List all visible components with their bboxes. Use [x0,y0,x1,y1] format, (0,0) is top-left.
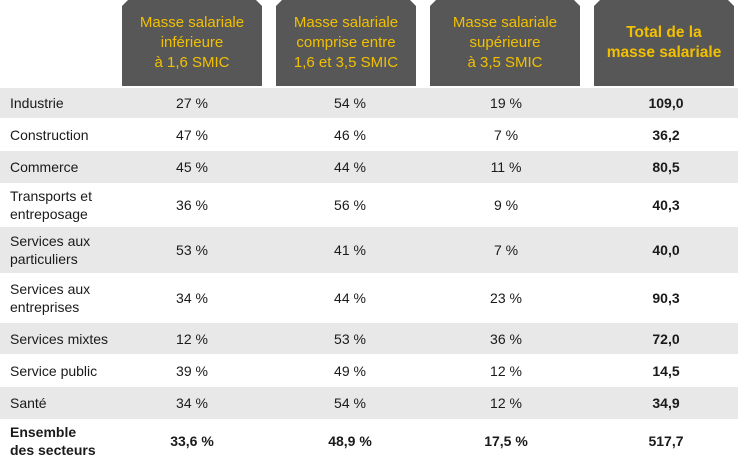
row-label: Industrie [10,95,64,111]
row-label: Ensemble des secteurs [10,424,96,456]
table-row-services-particuliers: Services aux particuliers 53 % 41 % 7 % … [0,227,738,273]
cell-above-3-5: 36 % [490,330,522,347]
cell-below-1-6: 12 % [176,330,208,347]
header-below-1-6-smic: Masse salariale inférieure à 1,6 SMIC [122,0,262,86]
cell-total: 14,5 [652,362,680,379]
table-row-commerce: Commerce 45 % 44 % 11 % 80,5 [0,151,738,183]
row-label: Santé [10,395,47,411]
header-total: Total de la masse salariale [594,0,734,86]
cell-total: 34,9 [652,395,680,411]
cell-above-3-5: 12 % [490,395,522,411]
table-row-service-public: Service public 39 % 49 % 12 % 14,5 [0,354,738,387]
cell-1-6-3-5: 48,9 % [328,433,372,449]
header-above-3-5-smic: Masse salariale supérieure à 3,5 SMIC [430,0,580,86]
cell-1-6-3-5: 46 % [334,126,366,143]
header-label: Masse salariale inférieure à 1,6 SMIC [139,14,245,71]
row-label: Services mixtes [10,330,109,347]
cell-1-6-3-5: 53 % [334,330,366,347]
table-row-transports: Transports et entreposage 36 % 56 % 9 % … [0,183,738,227]
cell-below-1-6: 45 % [176,159,208,175]
cell-above-3-5: 9 % [493,197,519,213]
cell-below-1-6: 39 % [176,362,208,379]
row-label: Services aux particuliers [10,233,91,267]
cell-below-1-6: 33,6 % [170,433,214,449]
row-label: Transports et entreposage [10,188,92,222]
cell-above-3-5: 11 % [490,159,522,175]
cell-total: 109,0 [648,95,684,111]
cell-total: 40,0 [652,242,680,258]
cell-below-1-6: 36 % [176,197,208,213]
row-label: Commerce [10,159,79,175]
cell-total: 40,3 [652,197,680,213]
header-label: Masse salariale comprise entre 1,6 et 3,… [293,14,399,71]
cell-1-6-3-5: 54 % [334,395,366,411]
cell-above-3-5: 17,5 % [484,433,528,449]
row-label: Construction [10,126,89,143]
cell-above-3-5: 19 % [490,95,522,111]
cell-1-6-3-5: 44 % [334,290,366,306]
header-1-6-to-3-5-smic: Masse salariale comprise entre 1,6 et 3,… [276,0,416,86]
cell-above-3-5: 7 % [493,126,519,143]
table-row-construction: Construction 47 % 46 % 7 % 36,2 [0,118,738,151]
cell-total: 72,0 [652,330,680,347]
row-label: Service public [10,362,98,379]
table-row-services-mixtes: Services mixtes 12 % 53 % 36 % 72,0 [0,323,738,354]
cell-above-3-5: 23 % [490,290,522,306]
cell-above-3-5: 12 % [490,362,522,379]
cell-below-1-6: 27 % [176,95,208,111]
cell-total: 80,5 [652,159,680,175]
header-label: Masse salariale supérieure à 3,5 SMIC [452,14,558,71]
cell-below-1-6: 47 % [176,126,208,143]
row-label: Services aux entreprises [10,281,91,315]
cell-total: 36,2 [652,126,680,143]
table-row-ensemble: Ensemble des secteurs 33,6 % 48,9 % 17,5… [0,419,738,456]
table-row-services-entreprises: Services aux entreprises 34 % 44 % 23 % … [0,273,738,323]
cell-1-6-3-5: 54 % [334,95,366,111]
cell-1-6-3-5: 41 % [334,242,366,258]
table-row-sante: Santé 34 % 54 % 12 % 34,9 [0,387,738,419]
cell-below-1-6: 34 % [176,395,208,411]
cell-total: 517,7 [648,433,684,449]
cell-1-6-3-5: 44 % [334,159,366,175]
cell-1-6-3-5: 56 % [334,197,366,213]
cell-below-1-6: 53 % [176,242,208,258]
header-label: Total de la masse salariale [606,24,722,61]
cell-below-1-6: 34 % [176,290,208,306]
cell-above-3-5: 7 % [493,242,519,258]
cell-1-6-3-5: 49 % [334,362,366,379]
cell-total: 90,3 [652,290,680,306]
table-row-industrie: Industrie 27 % 54 % 19 % 109,0 [0,88,738,118]
